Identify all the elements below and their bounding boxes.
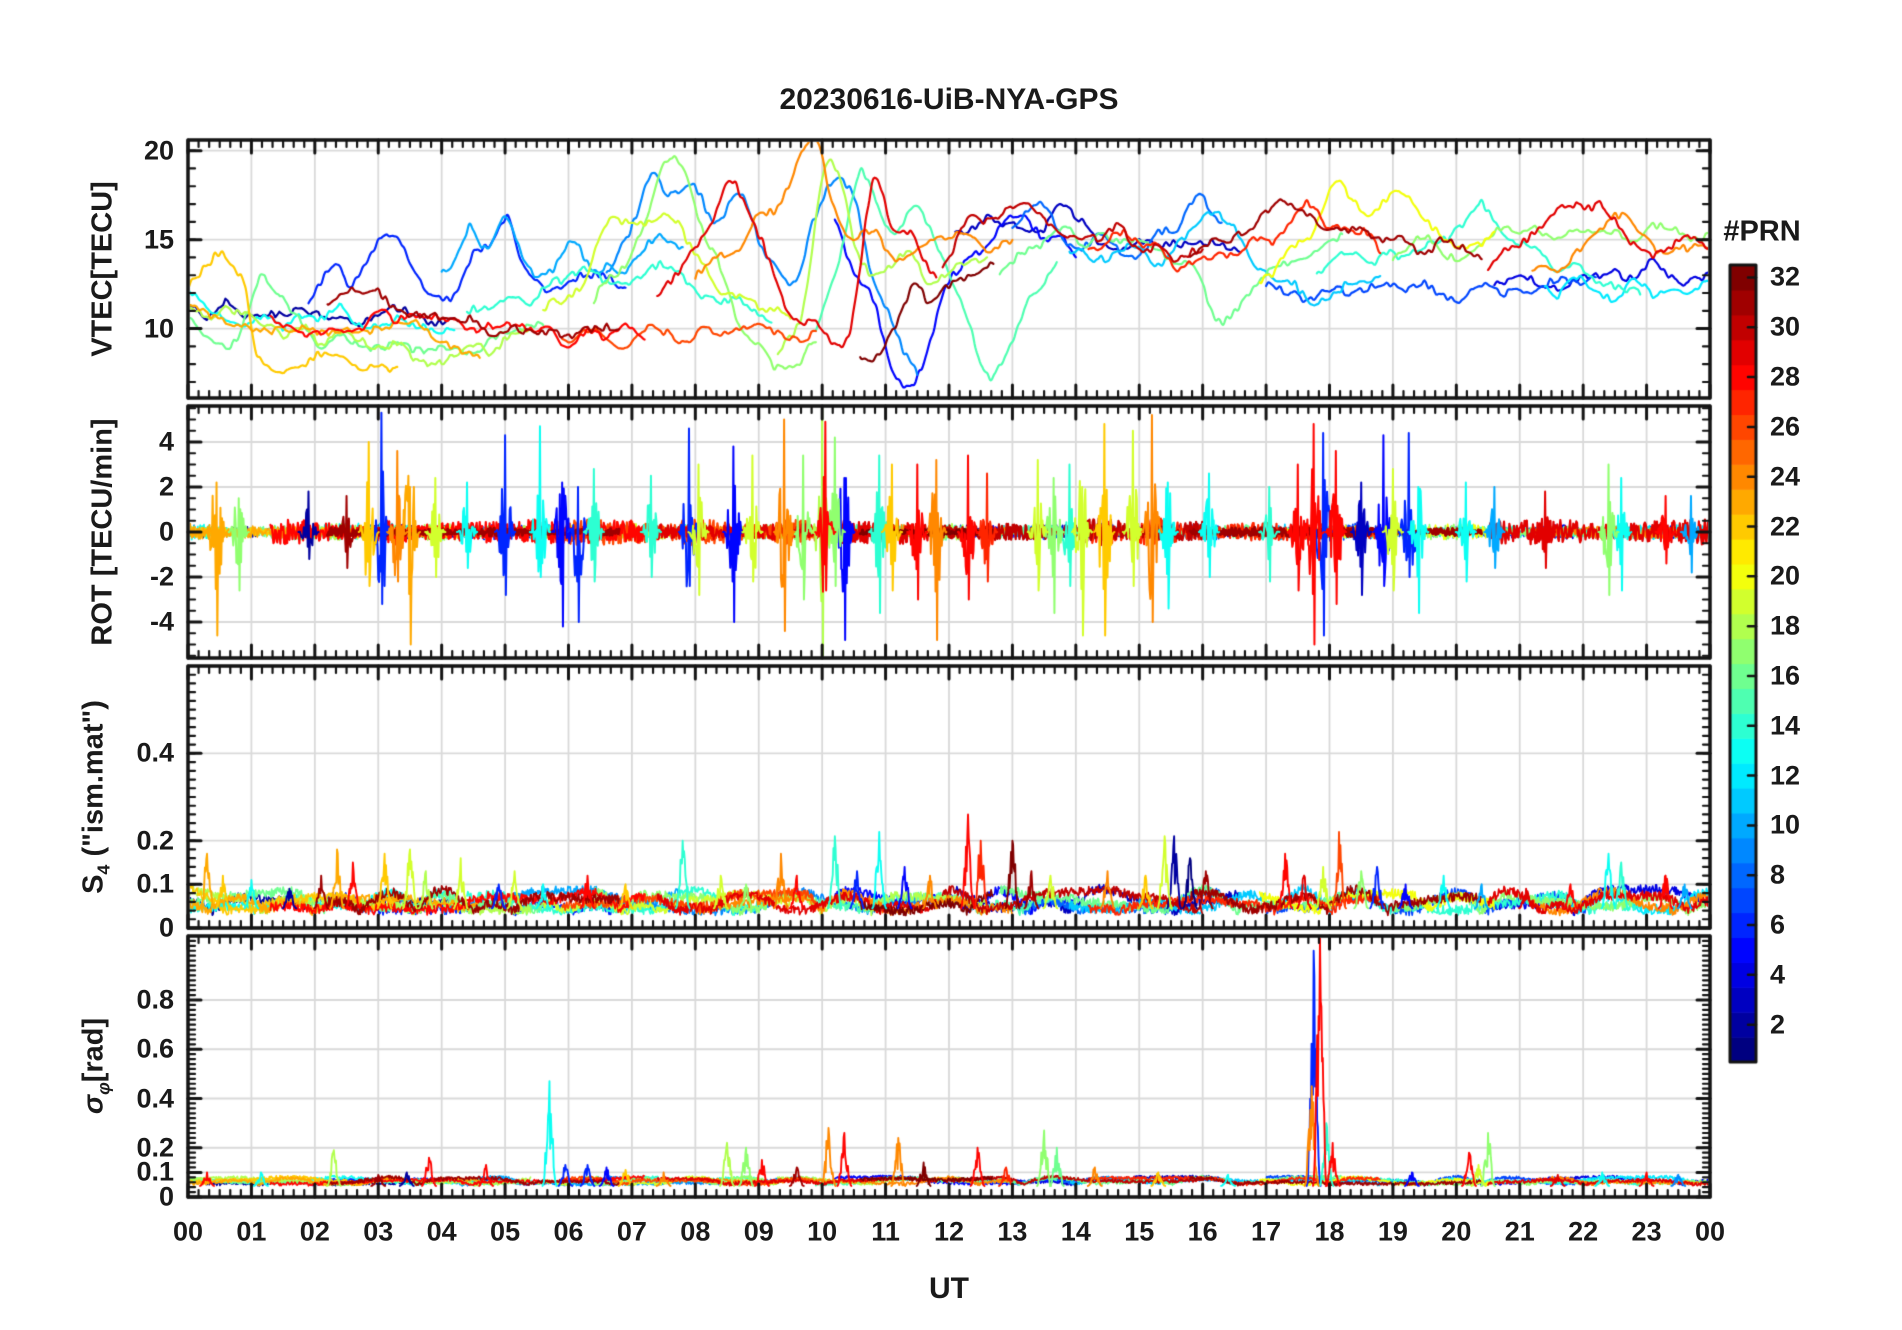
x-tick-label: 18 — [1314, 1216, 1345, 1247]
y-axis-label-text: σ — [77, 1094, 110, 1115]
y-axis-label-s4: S4 ("ism.mat") — [78, 700, 115, 894]
y-tick-label: 0.4 — [136, 1083, 174, 1113]
y-axis-label-sub: φ — [93, 1082, 114, 1095]
colorbar-tick-label: 2 — [1770, 1009, 1786, 1040]
y-tick-label: 0.6 — [136, 1033, 174, 1064]
y-axis-label-text: S — [77, 874, 110, 894]
chart-title: 20230616-UiB-NYA-GPS — [779, 83, 1119, 116]
colorbar-tick-label: 22 — [1770, 511, 1801, 542]
colorbar-tick-label: 12 — [1770, 760, 1801, 791]
y-axis-label-sigma-phi: σφ[rad] — [78, 1018, 115, 1114]
x-axis-label: UT — [929, 1272, 969, 1305]
x-tick-label: 09 — [743, 1216, 774, 1247]
x-tick-label: 03 — [363, 1216, 394, 1247]
y-tick-label: 20 — [143, 135, 174, 166]
colorbar-tick-label: 28 — [1770, 361, 1801, 392]
y-tick-label: 0 — [158, 1181, 174, 1212]
x-tick-label: 19 — [1377, 1216, 1408, 1247]
y-tick-label: 15 — [143, 224, 174, 255]
colorbar-tick-label: 4 — [1770, 959, 1786, 990]
x-tick-label: 00 — [172, 1216, 204, 1247]
x-tick-label: 08 — [680, 1216, 711, 1247]
x-tick-label: 07 — [616, 1216, 647, 1247]
x-tick-label: 17 — [1251, 1216, 1282, 1247]
x-tick-label: 20 — [1441, 1216, 1472, 1247]
y-tick-label: 0.1 — [136, 868, 174, 899]
x-tick-label: 05 — [490, 1216, 521, 1247]
x-tick-label: 16 — [1187, 1216, 1218, 1247]
y-tick-label: 0.2 — [136, 1132, 174, 1163]
y-axis-label-text: ("ism.mat") — [77, 700, 110, 865]
x-tick-label: 12 — [933, 1216, 965, 1247]
x-tick-label: 13 — [997, 1216, 1028, 1247]
y-tick-label: 0.4 — [136, 737, 174, 768]
x-tick-label: 15 — [1124, 1216, 1155, 1247]
y-tick-label: 2 — [158, 471, 174, 502]
y-axis-label-vtec: VTEC[TECU] — [87, 181, 120, 357]
colorbar-tick-label: 10 — [1770, 809, 1801, 840]
y-axis-label-text: ROT [TECU/min] — [86, 418, 119, 646]
x-tick-label: 21 — [1504, 1216, 1535, 1247]
y-tick-label: -2 — [149, 561, 174, 592]
x-tick-label: 06 — [553, 1216, 584, 1247]
y-axis-label-text: [rad] — [77, 1017, 110, 1083]
x-tick-label: 22 — [1568, 1216, 1599, 1247]
y-tick-label: 0.2 — [136, 825, 174, 856]
colorbar-title: #PRN — [1723, 215, 1801, 248]
colorbar-tick-label: 16 — [1770, 660, 1801, 691]
x-tick-label: 11 — [871, 1216, 900, 1247]
x-tick-label: 10 — [807, 1216, 838, 1247]
y-axis-label-text: VTEC[TECU] — [86, 181, 119, 357]
x-tick-label: 14 — [1060, 1216, 1091, 1247]
y-tick-label: 0.8 — [136, 984, 174, 1015]
x-tick-label: 00 — [1694, 1216, 1726, 1247]
y-axis-label-rot: ROT [TECU/min] — [87, 418, 120, 645]
colorbar-tick-label: 32 — [1770, 261, 1801, 292]
x-tick-label: 23 — [1631, 1216, 1662, 1247]
colorbar-tick-label: 8 — [1770, 859, 1786, 890]
y-tick-label: 0.1 — [136, 1156, 174, 1187]
x-tick-label: 01 — [236, 1216, 267, 1247]
y-tick-label: -4 — [149, 606, 174, 637]
y-tick-label: 0 — [158, 516, 174, 547]
colorbar-tick-label: 20 — [1770, 560, 1801, 591]
x-tick-label: 02 — [299, 1216, 330, 1247]
colorbar-tick-label: 26 — [1770, 411, 1801, 442]
y-tick-label: 0 — [158, 912, 174, 943]
colorbar-tick-label: 6 — [1770, 909, 1786, 940]
y-tick-label: 10 — [143, 313, 174, 344]
x-tick-label: 04 — [426, 1216, 457, 1247]
colorbar-tick-label: 18 — [1770, 610, 1801, 641]
y-axis-label-sub: 4 — [93, 864, 114, 875]
colorbar-tick-label: 24 — [1770, 461, 1801, 492]
colorbar-tick-label: 14 — [1770, 710, 1801, 741]
colorbar-tick-label: 30 — [1770, 311, 1801, 342]
y-tick-label: 4 — [158, 426, 174, 457]
